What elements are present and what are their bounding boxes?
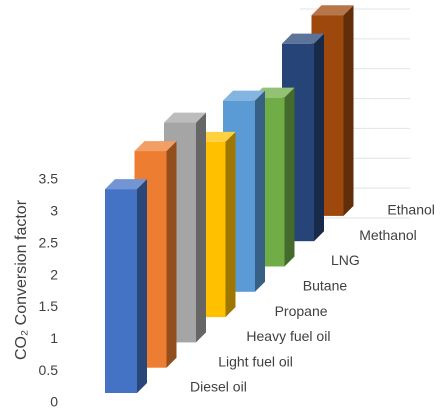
bar-side	[166, 141, 177, 368]
y-axis-label: CO₂ Conversion factor	[13, 199, 30, 360]
y-tick-label: 3	[50, 203, 58, 219]
bar-top	[164, 112, 206, 123]
bar-side	[137, 179, 147, 393]
y-tick-label: 3.5	[39, 171, 59, 187]
x-tick-label: Light fuel oil	[218, 353, 293, 369]
y-tick-label: 2.5	[39, 234, 59, 250]
bar-side	[255, 90, 265, 292]
bar-top	[105, 179, 147, 190]
bar-top	[311, 5, 354, 16]
bar-top	[282, 33, 324, 44]
bar-top	[134, 141, 177, 152]
x-tick-label: Propane	[275, 303, 328, 319]
y-tick-label: 0.5	[39, 362, 59, 378]
bar-side	[225, 131, 236, 318]
x-tick-label: Heavy fuel oil	[246, 328, 330, 344]
x-tick-label: LNG	[331, 252, 360, 268]
x-tick-label: Butane	[303, 278, 348, 294]
bar-side	[343, 5, 354, 216]
bar	[105, 189, 137, 393]
y-tick-label: 2	[50, 266, 58, 282]
x-tick-label: Ethanol	[387, 202, 434, 218]
y-tick-label: 0	[50, 394, 58, 410]
x-tick-label: Diesel oil	[190, 379, 247, 395]
bar-side	[284, 87, 295, 267]
bar-side	[196, 112, 206, 343]
y-tick-label: 1.5	[39, 298, 59, 314]
x-tick-label: Methanol	[359, 227, 417, 243]
bar-side	[314, 33, 324, 242]
bar-top	[223, 90, 265, 101]
y-tick-label: 1	[50, 330, 58, 346]
